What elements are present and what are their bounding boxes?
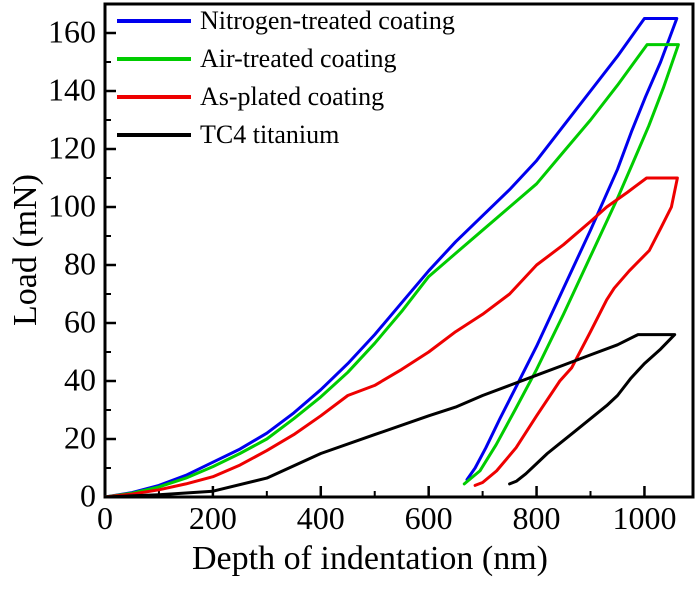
curve-tc4-titanium	[103, 333, 677, 499]
y-tick-label: 60	[64, 303, 96, 340]
x-tick-label: 400	[296, 500, 345, 536]
curve-as-plated-coating	[103, 176, 679, 499]
plot-frame	[103, 2, 695, 499]
y-tick-label: 100	[48, 187, 96, 224]
legend-line-swatch	[117, 133, 191, 137]
legend-label: Nitrogen-treated coating	[200, 6, 455, 35]
legend-line-swatch	[117, 19, 191, 23]
legend-line-swatch	[117, 95, 191, 99]
legend-item: Air-treated coating	[117, 40, 455, 78]
curve-nitrogen-treated-coating	[103, 17, 679, 499]
y-tick-label: 40	[64, 361, 96, 398]
x-axis-title: Depth of indentation (nm)	[192, 540, 548, 577]
x-tick-label: 1000	[612, 500, 677, 536]
y-tick-label: 120	[48, 129, 96, 166]
x-tick-label: 800	[512, 500, 561, 536]
curve-air-treated-coating	[103, 43, 680, 499]
x-tick-label: 600	[404, 500, 453, 536]
y-tick-label: 80	[64, 245, 96, 282]
y-tick-label: 0	[80, 477, 96, 514]
y-tick-label: 160	[48, 13, 96, 50]
legend-item: TC4 titanium	[117, 116, 455, 154]
x-tick-label: 200	[188, 500, 237, 536]
legend-label: Air-treated coating	[200, 44, 397, 73]
legend-item: As-plated coating	[117, 78, 455, 116]
y-tick-label: 20	[64, 419, 96, 456]
legend: Nitrogen-treated coating Air-treated coa…	[117, 2, 455, 154]
legend-label: TC4 titanium	[200, 120, 340, 149]
y-tick-label: 140	[48, 71, 96, 108]
legend-label: As-plated coating	[200, 82, 385, 111]
legend-item: Nitrogen-treated coating	[117, 2, 455, 40]
legend-line-swatch	[117, 57, 191, 61]
x-tick-label: 0	[97, 500, 113, 536]
